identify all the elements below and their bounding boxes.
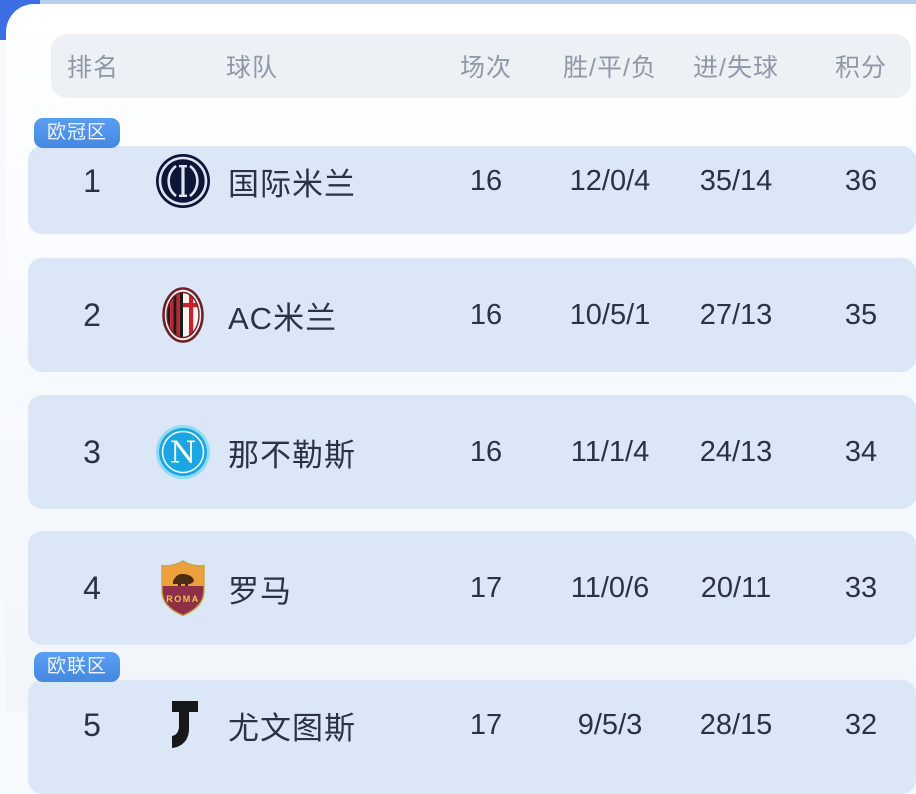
team-logo [154, 680, 212, 794]
goals-cell: 35/14 [699, 164, 773, 197]
points-cell: 35 [844, 298, 878, 331]
rank-cell: 4 [83, 569, 101, 606]
column-header-team: 球队 [226, 54, 279, 82]
ac-milan-crest-icon [162, 287, 204, 343]
juventus-crest-icon [172, 701, 198, 748]
zone-badge: 欧联区 [34, 652, 121, 682]
team-name-cell: AC米兰 [228, 300, 338, 336]
matches-cell: 16 [469, 298, 503, 331]
matches-cell: 17 [469, 708, 503, 741]
matches-cell: 16 [469, 435, 503, 468]
column-header-goals: 进/失球 [693, 54, 779, 82]
standings-card: 排名 球队 场次 胜/平/负 进/失球 积分 欧冠区 1 国际米兰 16 12/… [6, 4, 916, 794]
team-name-cell: 那不勒斯 [228, 437, 356, 473]
team-logo [154, 146, 212, 234]
inter-milan-crest-icon [156, 154, 210, 208]
team-logo: ROMA [154, 531, 212, 645]
team-name-cell: 国际米兰 [228, 166, 356, 202]
team-name-cell: 罗马 [228, 573, 292, 609]
table-row[interactable]: 欧联区 5 尤文图斯 17 9/5/3 28/15 32 [28, 652, 916, 794]
table-row[interactable]: 2 AC米兰 16 10/5/1 27/13 35 [28, 258, 916, 372]
goals-cell: 20/11 [700, 571, 772, 604]
rank-cell: 2 [83, 296, 101, 333]
svg-text:N: N [170, 436, 196, 471]
table-row[interactable]: 3 N 那不勒斯 16 11/1/4 24/13 34 [28, 395, 916, 509]
points-cell: 32 [844, 708, 878, 741]
team-logo: N [154, 395, 212, 509]
goals-cell: 27/13 [699, 298, 773, 331]
matches-cell: 17 [469, 571, 503, 604]
rank-cell: 1 [83, 162, 101, 199]
column-header-rank: 排名 [66, 54, 119, 82]
table-row[interactable]: 4 ROMA 罗马 17 11/0/6 20/11 33 [28, 531, 916, 645]
points-cell: 36 [844, 164, 878, 197]
rank-cell: 3 [83, 433, 101, 470]
goals-cell: 24/13 [699, 435, 773, 468]
points-cell: 33 [844, 571, 878, 604]
blue-backdrop-strip [0, 0, 916, 5]
wdl-cell: 10/5/1 [569, 298, 651, 331]
zone-badge: 欧冠区 [34, 118, 121, 148]
team-logo [154, 258, 212, 372]
svg-text:ROMA: ROMA [166, 594, 200, 604]
roma-crest-icon: ROMA [161, 560, 205, 617]
napoli-crest-icon: N [156, 425, 210, 479]
column-header-wdl: 胜/平/负 [563, 54, 657, 82]
matches-cell: 16 [469, 164, 503, 197]
points-cell: 34 [844, 435, 878, 468]
wdl-cell: 11/0/6 [570, 571, 650, 604]
wdl-cell: 9/5/3 [577, 708, 643, 741]
column-header-points: 积分 [834, 54, 887, 82]
goals-cell: 28/15 [699, 708, 773, 741]
wdl-cell: 12/0/4 [569, 164, 651, 197]
rank-cell: 5 [83, 706, 101, 743]
column-header-matches: 场次 [459, 54, 512, 82]
table-row[interactable]: 欧冠区 1 国际米兰 16 12/0/4 35/14 36 [28, 118, 916, 234]
wdl-cell: 11/1/4 [570, 435, 650, 468]
table-header: 排名 球队 场次 胜/平/负 进/失球 积分 [51, 34, 911, 98]
